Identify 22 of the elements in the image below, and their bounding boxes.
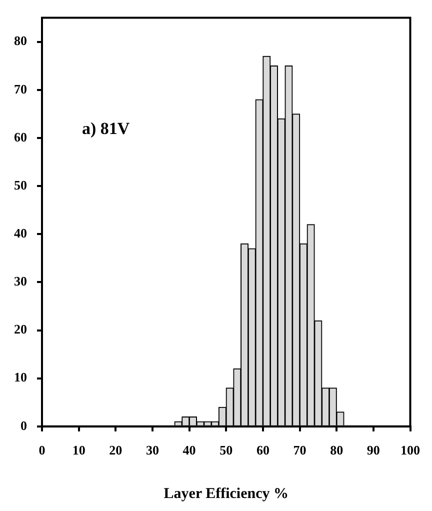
x-tick-label: 90 [366, 442, 380, 458]
y-tick-label: 0 [20, 418, 27, 433]
annotation: a) 81V [82, 119, 130, 138]
x-tick-label: 70 [293, 442, 306, 458]
y-tick-label: 40 [14, 225, 27, 240]
y-tick-label: 30 [14, 274, 27, 289]
y-tick-label: 60 [14, 129, 27, 144]
x-tick-label: 10 [72, 442, 86, 458]
x-tick-label: 0 [38, 442, 46, 458]
x-tick-label: 40 [182, 442, 196, 458]
y-tick-label: 80 [14, 33, 27, 48]
y-tick-label: 20 [14, 322, 27, 337]
x-tick-label: 30 [146, 442, 159, 458]
x-tick-label: 80 [330, 442, 344, 458]
y-tick-label: 50 [14, 177, 27, 192]
y-tick-label: 70 [14, 81, 27, 96]
x-tick-label: 20 [109, 442, 122, 458]
y-tick-label: 10 [14, 370, 27, 385]
x-tick-label: 50 [220, 442, 233, 458]
x-tick-label: 100 [400, 442, 420, 458]
x-tick-label: 60 [256, 442, 270, 458]
x-axis-title: Layer Efficiency % [164, 486, 288, 502]
